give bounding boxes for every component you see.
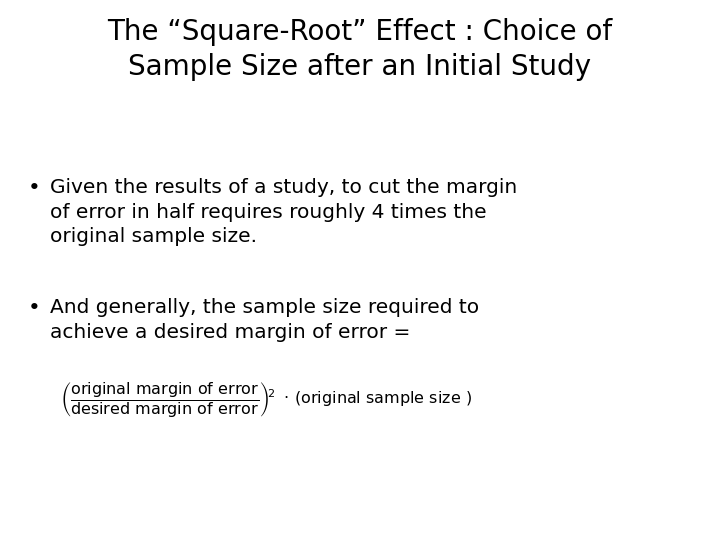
Text: The “Square-Root” Effect : Choice of
Sample Size after an Initial Study: The “Square-Root” Effect : Choice of Sam… [107,18,613,80]
Text: $\left(\dfrac{\mathrm{original\ margin\ of\ error}}{\mathrm{desired\ margin\ of\: $\left(\dfrac{\mathrm{original\ margin\ … [60,380,472,419]
Text: And generally, the sample size required to
achieve a desired margin of error =: And generally, the sample size required … [50,298,479,342]
Text: Given the results of a study, to cut the margin
of error in half requires roughl: Given the results of a study, to cut the… [50,178,517,246]
Text: •: • [28,178,41,198]
Text: •: • [28,298,41,318]
